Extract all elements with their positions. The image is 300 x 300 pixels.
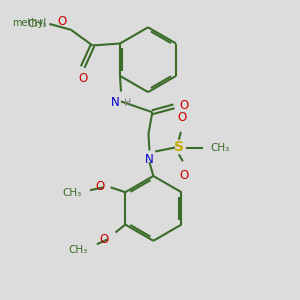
Text: CH₃: CH₃ — [69, 245, 88, 255]
Text: O: O — [179, 169, 188, 182]
Text: N: N — [145, 153, 154, 167]
Text: CH₃: CH₃ — [27, 19, 46, 29]
Text: methyl: methyl — [12, 18, 46, 28]
Text: O: O — [179, 99, 188, 112]
Text: H: H — [124, 98, 131, 109]
Text: N: N — [111, 95, 119, 109]
Text: O: O — [95, 180, 105, 193]
Text: O: O — [78, 72, 87, 85]
Text: O: O — [177, 111, 186, 124]
Text: S: S — [174, 140, 184, 154]
Text: O: O — [58, 15, 67, 28]
Text: CH₃: CH₃ — [62, 188, 81, 198]
Text: CH₃: CH₃ — [210, 142, 230, 152]
Text: O: O — [99, 233, 109, 246]
